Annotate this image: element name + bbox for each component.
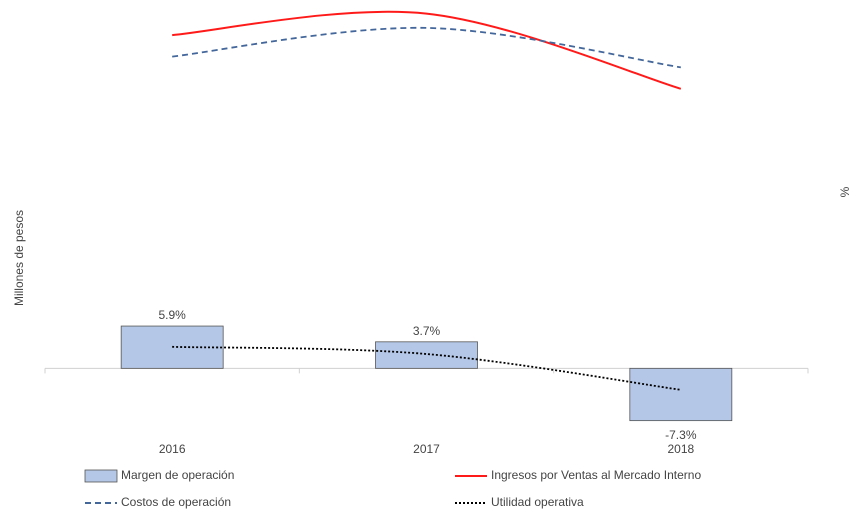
line-series (172, 26, 681, 69)
bar-value-label: -7.3% (665, 428, 697, 442)
x-tick-label: 2017 (413, 442, 440, 456)
x-tick-label: 2016 (159, 442, 186, 456)
legend-label: Ingresos por Ventas al Mercado Interno (491, 468, 701, 482)
bar (629, 367, 733, 422)
legend-label: Utilidad operativa (491, 495, 584, 509)
line-series (172, 10, 682, 90)
bar-value-label: 5.9% (158, 308, 186, 322)
legend-swatch (84, 469, 118, 483)
legend-label: Margen de operación (121, 468, 234, 482)
y2-axis-title: % (838, 186, 852, 197)
x-tick-label: 2018 (667, 442, 694, 456)
legend-label: Costos de operación (121, 495, 231, 509)
y-axis-title: Millones de pesos (12, 210, 26, 306)
bar-value-label: 3.7% (413, 324, 441, 338)
bar (375, 341, 478, 369)
